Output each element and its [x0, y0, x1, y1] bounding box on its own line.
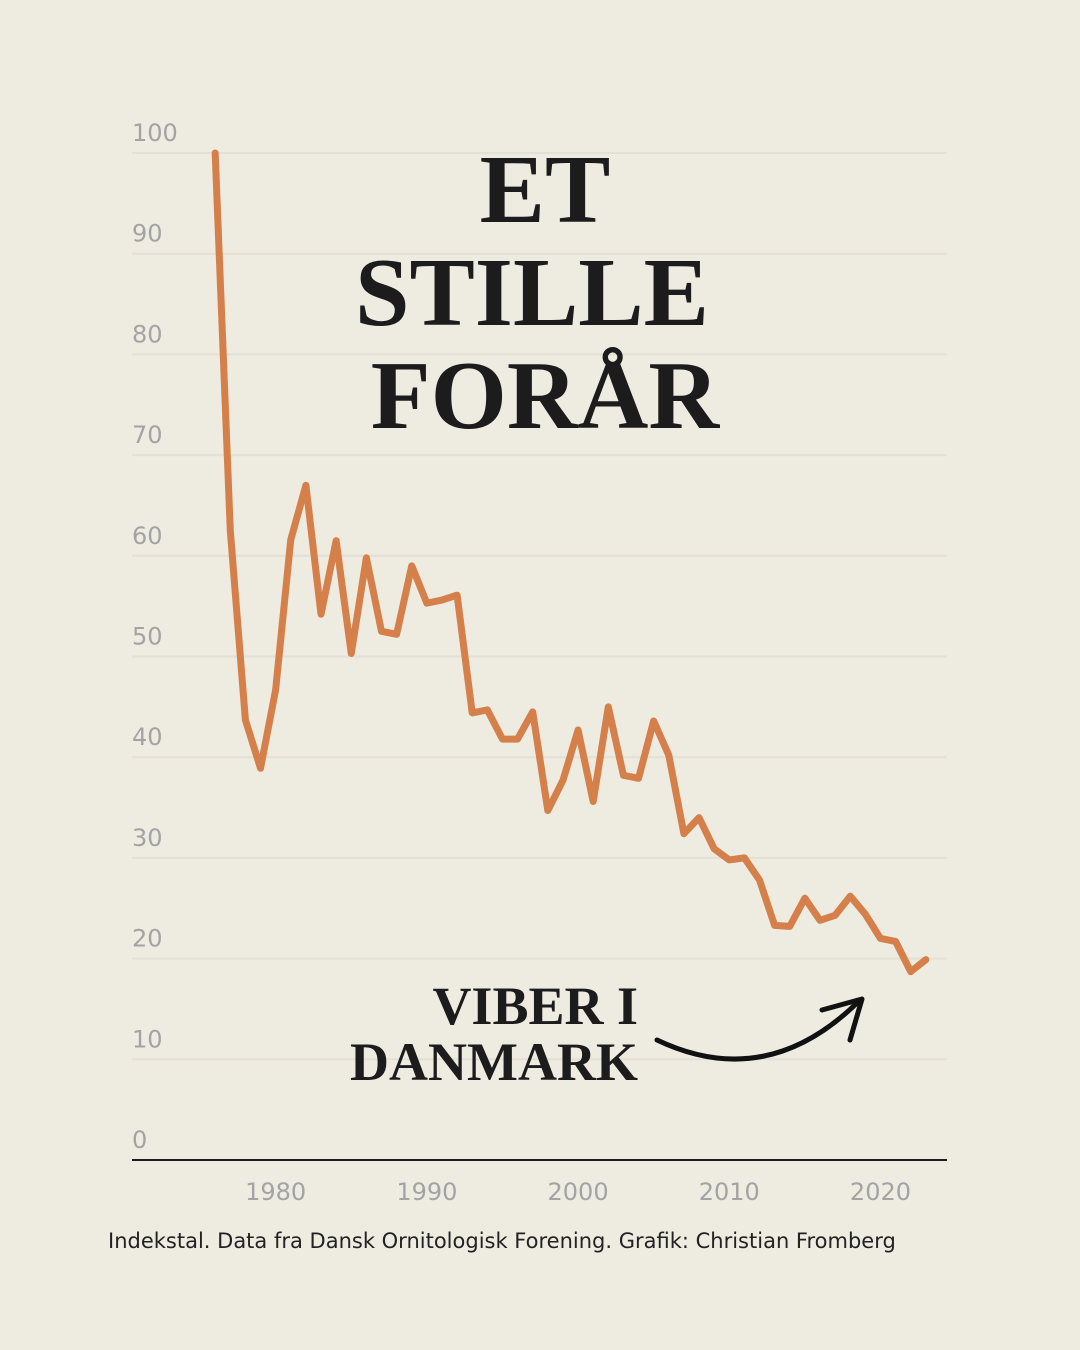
grid: 0 10 20 30 40 50 60 70 80 90 100 1980 1990 2000 2010 20… — [132, 119, 947, 1206]
x-tick-label: 2010 — [699, 1178, 760, 1206]
y-tick-label: 80 — [132, 320, 163, 348]
y-tick-label: 40 — [132, 723, 163, 751]
y-tick-label: 10 — [132, 1025, 163, 1053]
y-tick-label: 100 — [132, 119, 178, 147]
annotation-arrow — [654, 997, 863, 1062]
y-tick-label: 70 — [132, 421, 163, 449]
annotation-line: DANMARK — [350, 1032, 638, 1092]
x-tick-label: 2020 — [850, 1178, 911, 1206]
y-tick-label: 0 — [132, 1126, 147, 1154]
arrow-head — [819, 996, 865, 1043]
y-tick-label: 60 — [132, 522, 163, 550]
x-tick-label: 2000 — [548, 1178, 609, 1206]
title-line: FORÅR — [371, 342, 721, 450]
title-line: ET — [480, 136, 611, 244]
y-tick-label: 50 — [132, 623, 163, 651]
y-tick-label: 20 — [132, 925, 163, 953]
y-tick-label: 30 — [132, 824, 163, 852]
annotation-line: VIBER I — [432, 976, 638, 1036]
title-line: STILLE — [355, 239, 709, 347]
data-line — [211, 149, 930, 976]
x-tick-label: 1990 — [396, 1178, 457, 1206]
source: Indekstal. Data fra Dansk Ornitologisk F… — [108, 1229, 896, 1253]
plot — [211, 149, 930, 976]
y-tick-label: 90 — [132, 220, 163, 248]
x-tick-label: 1980 — [245, 1178, 306, 1206]
